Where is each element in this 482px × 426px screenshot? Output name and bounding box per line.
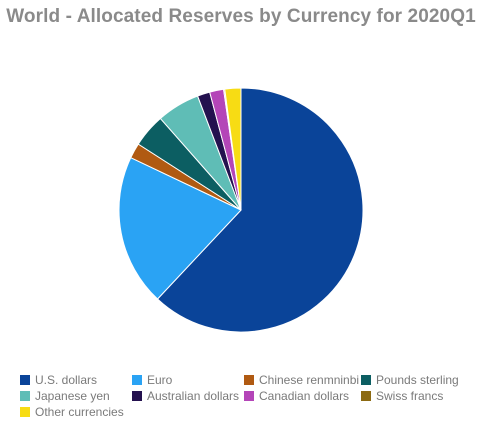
- legend-swatch: [20, 375, 30, 385]
- legend-item-chinese-renminbi[interactable]: Chinese renmninbi: [244, 373, 361, 387]
- legend-item-us-dollars[interactable]: U.S. dollars: [20, 373, 132, 387]
- legend-label: Canadian dollars: [259, 389, 350, 403]
- legend-label: U.S. dollars: [35, 373, 98, 387]
- legend-item-australian-dollars[interactable]: Australian dollars: [132, 389, 244, 403]
- legend-label: Australian dollars: [147, 389, 240, 403]
- legend-swatch: [244, 375, 254, 385]
- legend-label: Other currencies: [35, 405, 124, 419]
- legend-swatch: [132, 375, 142, 385]
- legend-swatch: [361, 375, 371, 385]
- legend-swatch: [20, 391, 30, 401]
- legend-item-japanese-yen[interactable]: Japanese yen: [20, 389, 132, 403]
- legend-swatch: [361, 391, 371, 401]
- pie-slice-other-currencies[interactable]: [224, 87, 242, 211]
- legend-item-euro[interactable]: Euro: [132, 373, 244, 387]
- legend-item-swiss-francs[interactable]: Swiss francs: [361, 389, 471, 403]
- legend-item-other-currencies[interactable]: Other currencies: [20, 405, 132, 419]
- legend-item-pounds-sterling[interactable]: Pounds sterling: [361, 373, 471, 387]
- legend-label: Euro: [147, 373, 173, 387]
- pie-slice-u-s-dollars[interactable]: [156, 87, 364, 333]
- legend-label: Chinese renmninbi: [259, 373, 360, 387]
- legend-swatch: [132, 391, 142, 401]
- legend-label: Japanese yen: [35, 389, 110, 403]
- chart-title: World - Allocated Reserves by Currency f…: [6, 6, 476, 27]
- legend-item-canadian-dollars[interactable]: Canadian dollars: [244, 389, 361, 403]
- legend-swatch: [244, 391, 254, 401]
- pie-slice-euro[interactable]: [118, 156, 242, 300]
- legend-swatch: [20, 407, 30, 417]
- legend-label: Pounds sterling: [376, 373, 459, 387]
- legend-label: Swiss francs: [376, 389, 444, 403]
- legend: U.S. dollars Euro Chinese renmninbi Poun…: [20, 372, 480, 420]
